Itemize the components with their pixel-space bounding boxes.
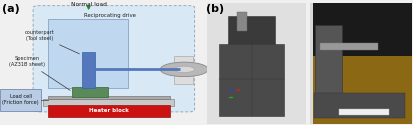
- Bar: [236, 12, 247, 31]
- Bar: [219, 44, 283, 116]
- Bar: [0, 89, 41, 111]
- Bar: [312, 55, 411, 124]
- FancyBboxPatch shape: [33, 6, 194, 112]
- Bar: [43, 99, 173, 106]
- Text: (a): (a): [2, 4, 20, 14]
- Circle shape: [228, 89, 233, 91]
- Text: Reciprocating drive: Reciprocating drive: [83, 12, 135, 18]
- Circle shape: [228, 97, 233, 98]
- Bar: [47, 105, 169, 117]
- Circle shape: [160, 62, 208, 77]
- Text: Heater block: Heater block: [89, 108, 128, 113]
- Text: Normal load: Normal load: [71, 2, 106, 7]
- Text: Specimen
(AZ31B sheet): Specimen (AZ31B sheet): [9, 56, 70, 90]
- Bar: [206, 2, 305, 124]
- Bar: [310, 2, 411, 124]
- Text: counterpart
(Tool steel): counterpart (Tool steel): [24, 30, 79, 54]
- Text: Load cell
(Friction force): Load cell (Friction force): [2, 94, 39, 105]
- Bar: [47, 19, 128, 87]
- Text: (b): (b): [205, 4, 223, 14]
- Bar: [314, 25, 341, 94]
- Bar: [173, 56, 192, 84]
- Bar: [313, 92, 404, 118]
- Bar: [47, 96, 169, 99]
- Bar: [227, 16, 275, 44]
- Bar: [339, 109, 388, 115]
- Bar: [72, 87, 107, 97]
- Bar: [82, 52, 95, 88]
- Bar: [319, 43, 377, 50]
- Circle shape: [173, 66, 194, 72]
- Bar: [312, 2, 411, 56]
- Circle shape: [235, 89, 240, 91]
